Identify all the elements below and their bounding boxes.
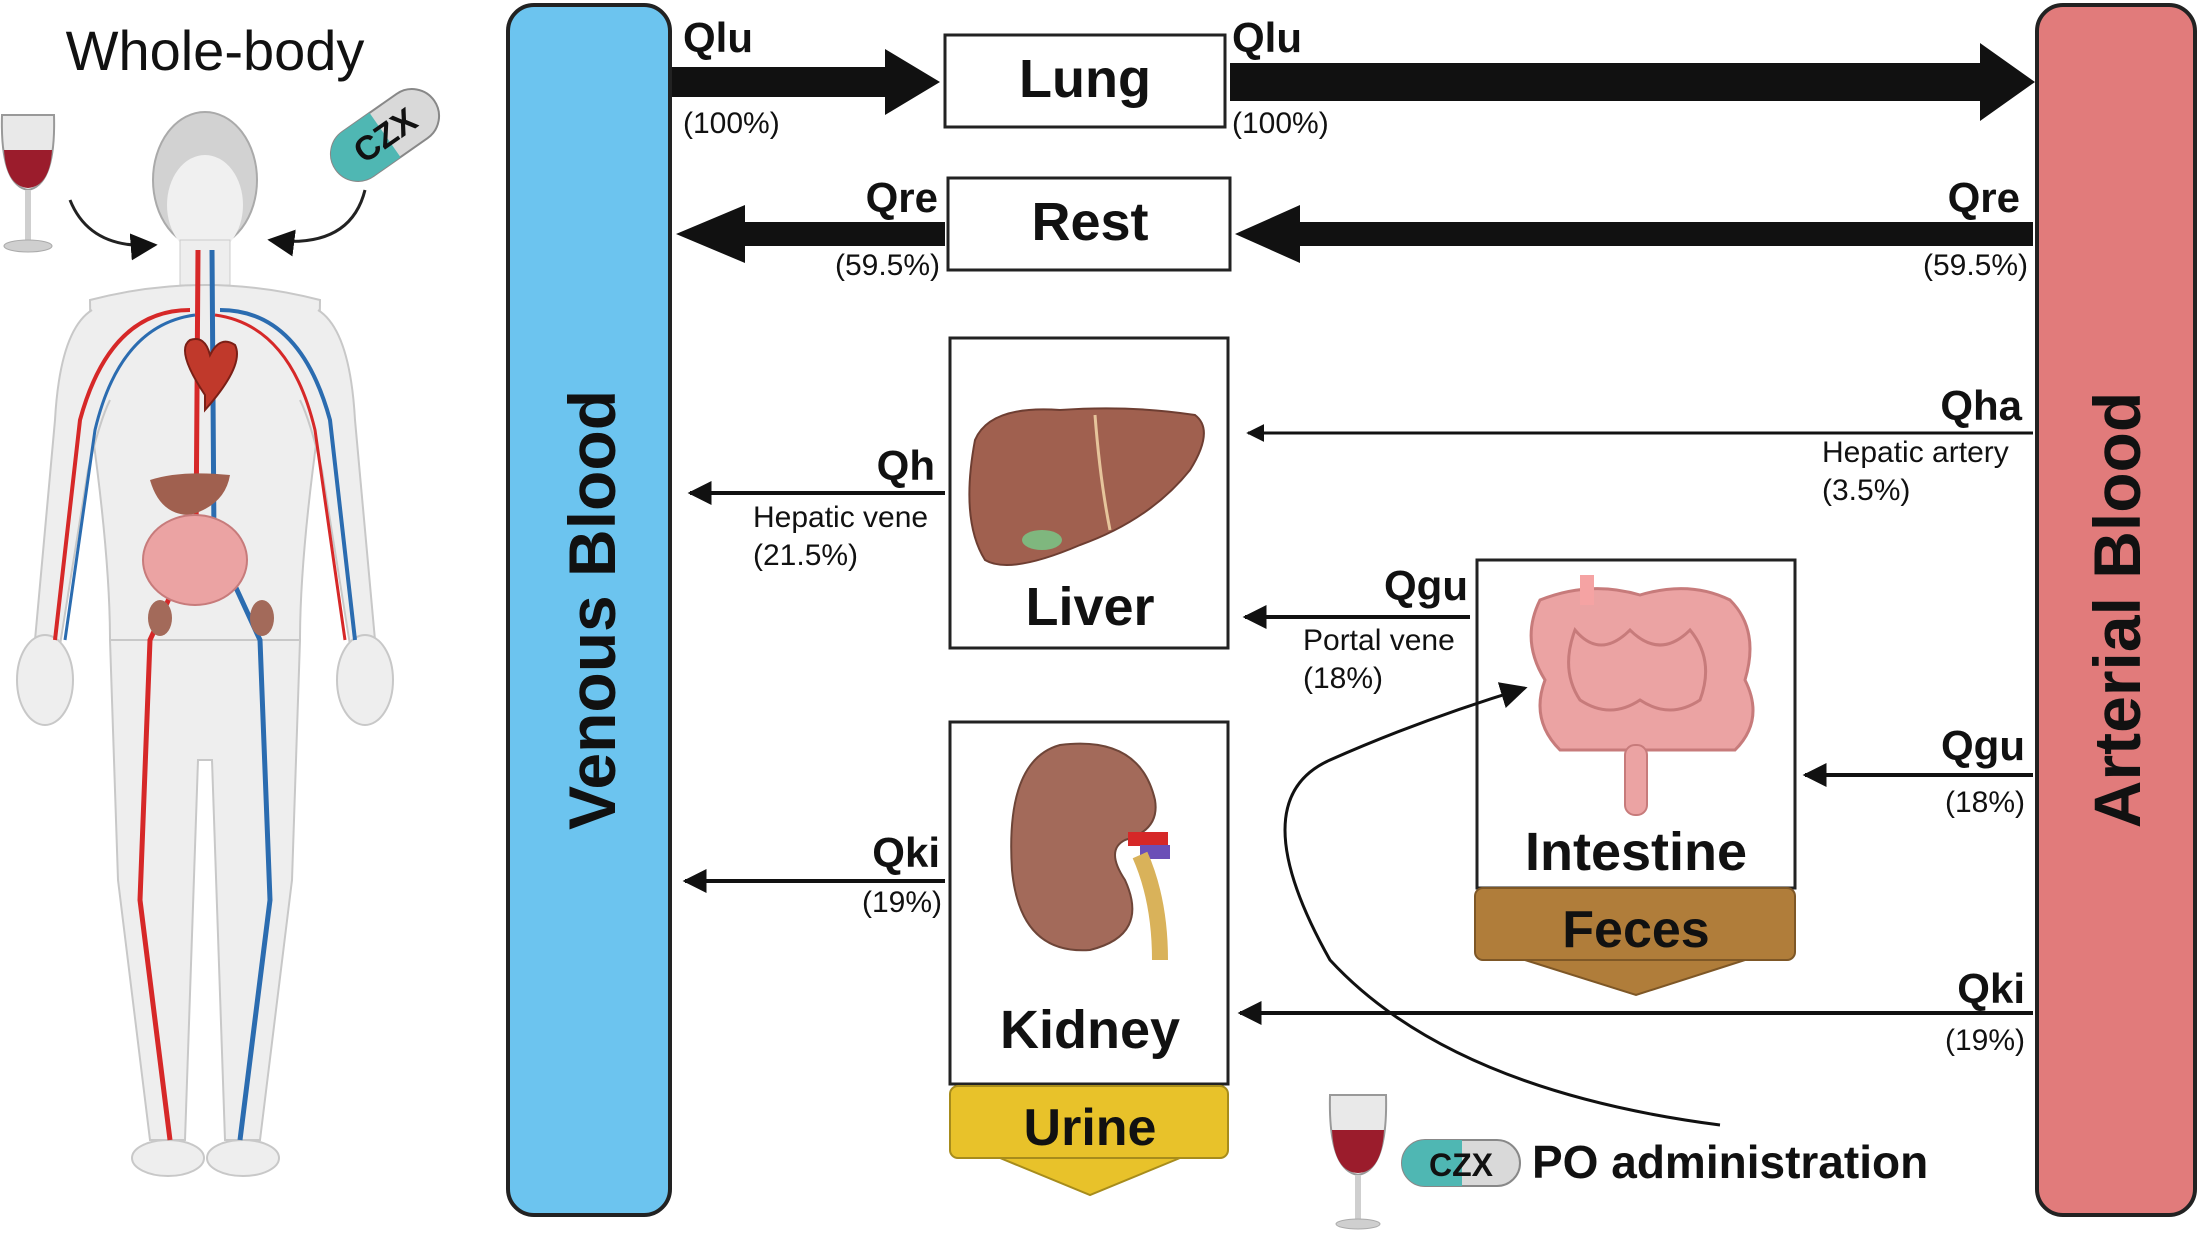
wine-glass-icon	[0, 114, 56, 253]
whole-body-panel: Whole-body CZX	[0, 19, 441, 1177]
po-curved-arrow	[1283, 682, 1721, 1127]
human-body-illustration	[16, 111, 394, 1177]
feces-label: Feces	[1562, 901, 1709, 959]
qki-venous-label: Qki	[872, 829, 940, 876]
venous-blood-label: Venous Blood	[555, 390, 629, 830]
arterial-blood-column: Arterial Blood	[2035, 3, 2197, 1217]
qlu-in-pct: (100%)	[683, 107, 780, 140]
qha-label: Qha	[1940, 382, 2022, 429]
flow-qlu-in: Qlu (100%)	[672, 14, 940, 140]
flow-qre-venous: Qre (59.5%)	[676, 174, 945, 282]
flow-qki-arterial: Qki (19%)	[1237, 965, 2033, 1057]
qha-desc: Hepatic artery	[1822, 436, 2009, 469]
qgu-portal-label: Qgu	[1384, 562, 1468, 609]
qki-arterial-label: Qki	[1957, 965, 2025, 1012]
flow-qh: Qh Hepatic vene (21.5%)	[687, 442, 945, 572]
po-administration-label: PO administration	[1532, 1136, 1928, 1188]
intestine-icon	[1529, 575, 1755, 816]
intestine-label: Intestine	[1525, 822, 1747, 882]
qlu-out-label: Qlu	[1232, 14, 1302, 61]
venous-blood-column: Venous Blood	[506, 3, 672, 1217]
rest-label: Rest	[1031, 192, 1148, 252]
flow-qre-arterial: Qre (59.5%)	[1235, 174, 2033, 282]
intestine-compartment: Intestine	[1475, 558, 1797, 890]
kidney-icon	[1010, 742, 1170, 961]
po-czx-pill-icon: CZX	[1401, 1139, 1521, 1187]
urine-box: Urine	[949, 1085, 1229, 1197]
flow-qki-venous: Qki (19%)	[682, 829, 945, 919]
qgu-portal-desc: Portal vene	[1303, 624, 1455, 657]
lung-label: Lung	[1019, 49, 1151, 109]
kidney-label: Kidney	[1000, 1000, 1180, 1060]
curved-arrow-right	[267, 189, 367, 257]
flow-qgu-arterial: Qgu (18%)	[1802, 722, 2033, 819]
qh-pct: (21.5%)	[753, 539, 858, 572]
flow-qha: Qha Hepatic artery (3.5%)	[1246, 382, 2033, 507]
qki-venous-pct: (19%)	[862, 886, 942, 919]
qha-pct: (3.5%)	[1822, 474, 1910, 507]
flow-qgu-portal: Qgu Portal vene (18%)	[1242, 562, 1470, 695]
qre-arterial-label: Qre	[1948, 174, 2020, 221]
liver-compartment: Liver	[948, 336, 1230, 650]
qh-desc: Hepatic vene	[753, 501, 928, 534]
qki-arterial-pct: (19%)	[1945, 1024, 2025, 1057]
po-czx-pill-label: CZX	[1429, 1147, 1494, 1183]
qgu-arterial-label: Qgu	[1941, 722, 2025, 769]
qre-venous-pct: (59.5%)	[835, 249, 940, 282]
urine-label: Urine	[1024, 1099, 1157, 1157]
qre-arterial-pct: (59.5%)	[1923, 249, 2028, 282]
kidney-compartment: Kidney	[948, 720, 1230, 1086]
czx-pill-icon: CZX	[329, 88, 441, 182]
qlu-out-pct: (100%)	[1232, 107, 1329, 140]
rest-compartment: Rest	[946, 176, 1232, 272]
flow-qlu-out: Qlu (100%)	[1230, 14, 2035, 140]
lung-compartment: Lung	[943, 33, 1227, 129]
curved-arrow-left	[68, 199, 158, 261]
qh-label: Qh	[877, 442, 935, 489]
qlu-in-label: Qlu	[683, 14, 753, 61]
po-wine-glass-icon	[1328, 1094, 1388, 1230]
liver-label: Liver	[1025, 577, 1154, 637]
liver-icon	[968, 407, 1205, 566]
whole-body-title: Whole-body	[66, 19, 365, 82]
qre-venous-label: Qre	[866, 174, 938, 221]
arterial-blood-label: Arterial Blood	[2080, 392, 2154, 828]
qgu-arterial-pct: (18%)	[1945, 786, 2025, 819]
feces-box: Feces	[1474, 887, 1796, 997]
qgu-portal-pct: (18%)	[1303, 662, 1383, 695]
